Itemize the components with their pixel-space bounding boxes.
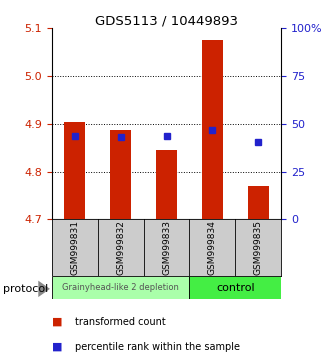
Text: percentile rank within the sample: percentile rank within the sample (75, 342, 240, 352)
Text: Grainyhead-like 2 depletion: Grainyhead-like 2 depletion (62, 283, 179, 292)
Bar (202, 40, 223, 219)
Text: protocol: protocol (3, 284, 49, 293)
Text: GSM999832: GSM999832 (116, 220, 125, 275)
Text: GSM999834: GSM999834 (208, 220, 217, 275)
Bar (156, 150, 177, 219)
Text: GSM999831: GSM999831 (70, 220, 79, 275)
Text: GSM999835: GSM999835 (254, 220, 263, 275)
Title: GDS5113 / 10449893: GDS5113 / 10449893 (95, 14, 238, 27)
Text: ■: ■ (52, 317, 62, 327)
Bar (189, 276, 281, 299)
Bar (64, 121, 85, 219)
Text: control: control (216, 282, 255, 293)
Polygon shape (38, 281, 50, 297)
Bar (248, 186, 269, 219)
Bar (52, 276, 189, 299)
Text: ■: ■ (52, 342, 62, 352)
Text: transformed count: transformed count (75, 317, 166, 327)
Bar (110, 130, 131, 219)
Text: GSM999833: GSM999833 (162, 220, 171, 275)
